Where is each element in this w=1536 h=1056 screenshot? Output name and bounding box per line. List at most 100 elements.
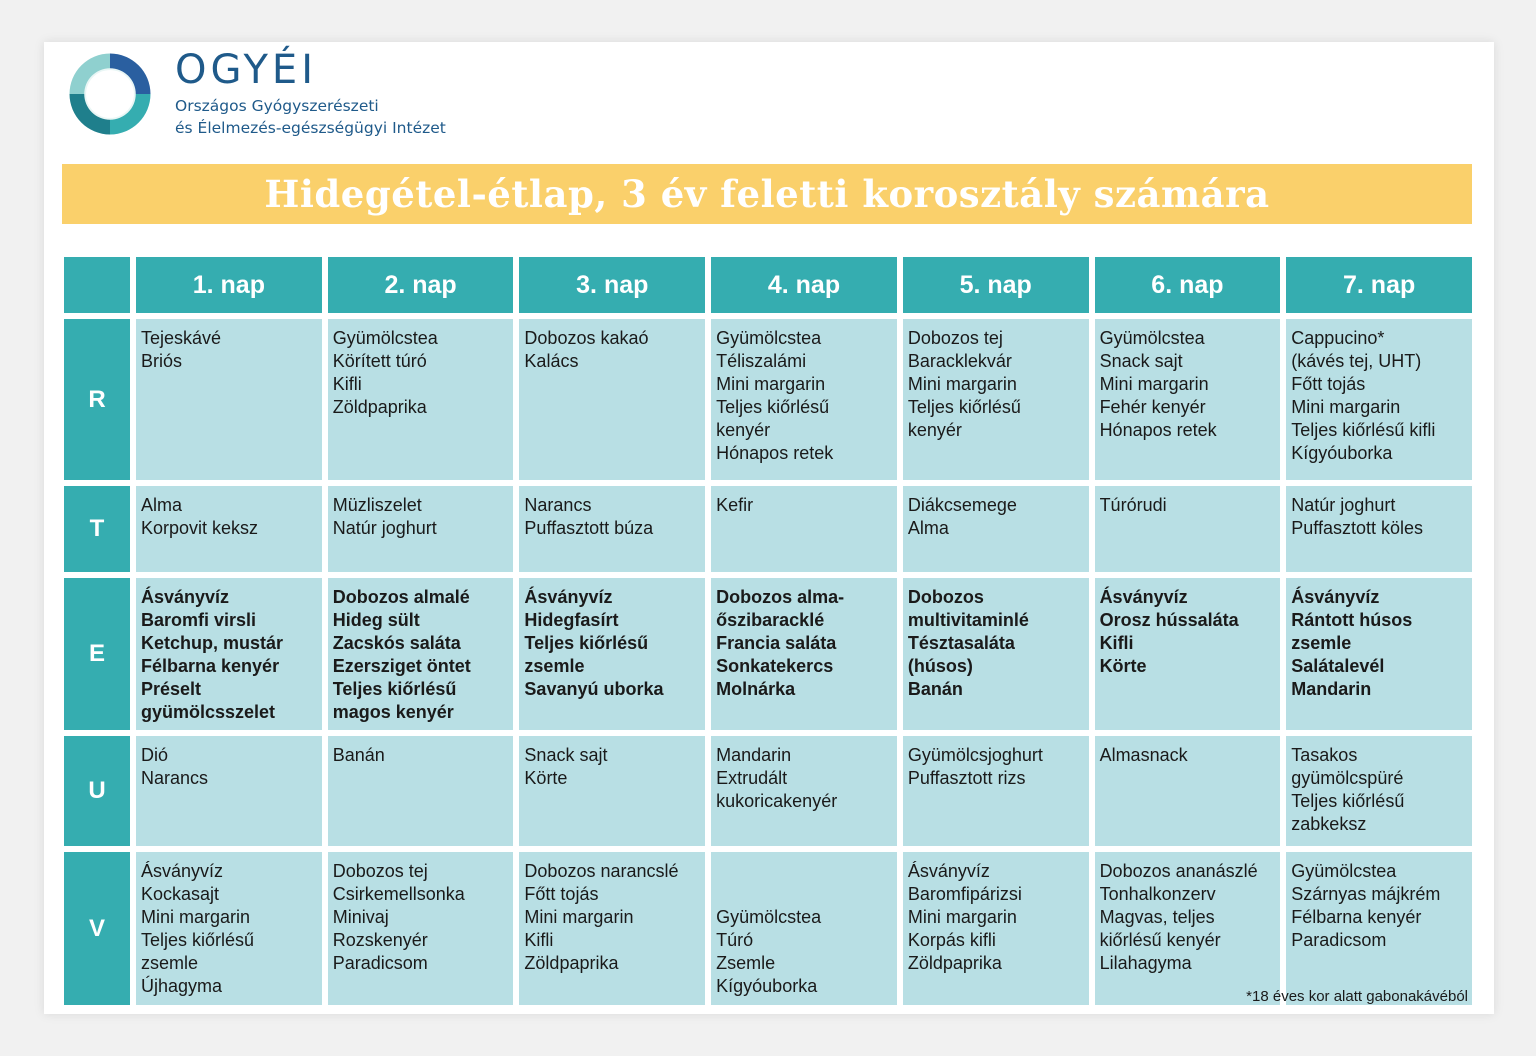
menu-cell: Ásványvíz Kockasajt Mini margarin Teljes ki…: [136, 852, 322, 1005]
menu-item: (kávés tej, UHT): [1291, 351, 1422, 371]
table-corner: [64, 257, 130, 313]
menu-item: Dobozos ananászlé: [1099, 861, 1258, 881]
menu-item: Sonkatekercs: [716, 656, 834, 676]
menu-item: gyümölcsszelet: [141, 702, 276, 722]
menu-item: Zacskós saláta: [332, 633, 461, 653]
menu-item: Gyümölcstea: [1291, 861, 1397, 881]
menu-item: Túró: [716, 930, 754, 950]
menu-item: kiőrlésű kenyér: [1099, 930, 1221, 950]
menu-item: Ásványvíz: [141, 861, 224, 881]
title-banner: Hidegétel-étlap, 3 év feletti korosztály…: [62, 164, 1472, 224]
menu-item: Banán: [332, 745, 385, 765]
meal-label: R: [64, 319, 130, 480]
menu-item: Dió: [141, 745, 169, 765]
menu-item: Hónapos retek: [1099, 420, 1217, 440]
menu-item: Mini margarin: [907, 374, 1017, 394]
menu-item: Kígyóuborka: [1291, 443, 1393, 463]
menu-cell: Ásványvíz Baromfi virsli Ketchup, mustár Fé…: [136, 578, 322, 730]
day-header: 7. nap: [1286, 257, 1472, 313]
menu-item: gyümölcspüré: [1291, 768, 1404, 788]
day-header: 5. nap: [902, 257, 1089, 313]
menu-cell: Alma Korpovit keksz: [136, 486, 322, 572]
menu-item: Újhagyma: [141, 976, 223, 996]
menu-item: kenyér: [907, 420, 962, 440]
menu-item: Korpovit keksz: [141, 518, 259, 538]
menu-item: Gyümölcstea: [1099, 328, 1205, 348]
menu-item: multivitaminlé: [907, 610, 1029, 630]
menu-cell: Kefir: [711, 486, 897, 572]
menu-item: Szárnyas májkrém: [1291, 884, 1441, 904]
menu-item: Zöldpaprika: [907, 953, 1002, 973]
meal-label: T: [64, 486, 130, 572]
menu-item: Baromfipárizsi: [907, 884, 1022, 904]
day-header: 1. nap: [136, 257, 322, 313]
menu-cell: Müzliszelet Natúr joghurt: [327, 486, 514, 572]
menu-item: zsemle: [1291, 633, 1352, 653]
menu-item: Zsemle: [716, 953, 776, 973]
menu-cell: Dobozos kakaó Kalács: [519, 319, 706, 480]
menu-item: Mini margarin: [1291, 397, 1401, 417]
menu-item: (húsos): [907, 656, 973, 676]
menu-item: Dobozos tej: [332, 861, 428, 881]
meal-label: V: [64, 852, 130, 1005]
menu-table: 1. nap 2. nap 3. nap 4. nap 5. nap 6. nap 7. n…: [64, 257, 1472, 1005]
day-header: 2. nap: [327, 257, 514, 313]
menu-item: Rozskenyér: [332, 930, 428, 950]
menu-item: Extrudált: [716, 768, 788, 788]
menu-item: Dobozos alma-: [716, 587, 845, 607]
menu-cell: Gyümölcstea Téliszalámi Mini margarin Telje…: [711, 319, 897, 480]
menu-item: Tasakos: [1291, 745, 1358, 765]
menu-item: Mini margarin: [907, 907, 1017, 927]
menu-cell: Dobozos ananászlé Tonhalkonzerv Magvas, te…: [1094, 852, 1281, 1005]
menu-item: Mandarin: [716, 745, 792, 765]
menu-item: zsemle: [524, 656, 585, 676]
menu-item: Félbarna kenyér: [141, 656, 280, 676]
menu-item: Tejeskávé: [141, 328, 222, 348]
menu-item: Rántott húsos: [1291, 610, 1413, 630]
menu-item: Paradicsom: [332, 953, 428, 973]
menu-cell: Dobozos multivitaminlé Tésztasaláta (húsos)…: [902, 578, 1089, 730]
menu-cell: Banán: [327, 736, 514, 846]
menu-item: magos kenyér: [332, 702, 454, 722]
menu-item: Teljes kiőrlésű: [1291, 791, 1405, 811]
menu-item: Puffasztott köles: [1291, 518, 1424, 538]
menu-item: kukoricakenyér: [716, 791, 838, 811]
menu-item: Dobozos almalé: [332, 587, 470, 607]
menu-cell: Mandarin Extrudált kukoricakenyér: [711, 736, 897, 846]
menu-item: Ásványvíz: [1099, 587, 1188, 607]
menu-item: Csirkemellsonka: [332, 884, 465, 904]
menu-item: Tésztasaláta: [907, 633, 1015, 653]
menu-cell: Gyümölcstea Szárnyas májkrém Félbarna keny…: [1286, 852, 1472, 1005]
menu-cell: Dió Narancs: [136, 736, 322, 846]
menu-cell: Gyümölcstea Snack sajt Mini margarin Fehér …: [1094, 319, 1281, 480]
menu-cell: Dobozos almalé Hideg sült Zacskós saláta Ez…: [327, 578, 514, 730]
menu-item: Puffasztott rizs: [907, 768, 1026, 788]
menu-item: őszibaracklé: [716, 610, 825, 630]
menu-item: Natúr joghurt: [332, 518, 437, 538]
menu-item: Mini margarin: [716, 374, 826, 394]
menu-cell: Cappucino* (kávés tej, UHT) Főtt tojás Mini…: [1286, 319, 1472, 480]
meal-label: E: [64, 578, 130, 730]
menu-item: Kalács: [524, 351, 579, 371]
menu-item: Savanyú uborka: [524, 679, 664, 699]
footnote: *18 éves kor alatt gabonakávéból: [1246, 988, 1468, 1005]
menu-item: Lilahagyma: [1099, 953, 1192, 973]
page-title: Hidegétel-étlap, 3 év feletti korosztály…: [264, 172, 1270, 216]
menu-item: Mini margarin: [524, 907, 634, 927]
institute-name-line1: Országos Gyógyszerészeti: [175, 97, 379, 115]
menu-item: Alma: [907, 518, 949, 538]
menu-cell: Ásványvíz Rántott húsos zsemle Salátalevél M…: [1286, 578, 1472, 730]
menu-item: Cappucino*: [1291, 328, 1385, 348]
menu-item: Snack sajt: [524, 745, 608, 765]
menu-item: Kifli: [524, 930, 554, 950]
menu-item: kenyér: [716, 420, 771, 440]
menu-item: Magvas, teljes: [1099, 907, 1215, 927]
menu-cell: Ásványvíz Baromfipárizsi Mini margarin Korp…: [902, 852, 1089, 1005]
ogyei-logo-icon: [69, 53, 151, 135]
menu-item: Diákcsemege: [907, 495, 1017, 515]
menu-item: Préselt: [141, 679, 202, 699]
menu-item: Mandarin: [1291, 679, 1372, 699]
day-header: 6. nap: [1094, 257, 1281, 313]
menu-item: Főtt tojás: [1291, 374, 1366, 394]
menu-item: Molnárka: [716, 679, 796, 699]
